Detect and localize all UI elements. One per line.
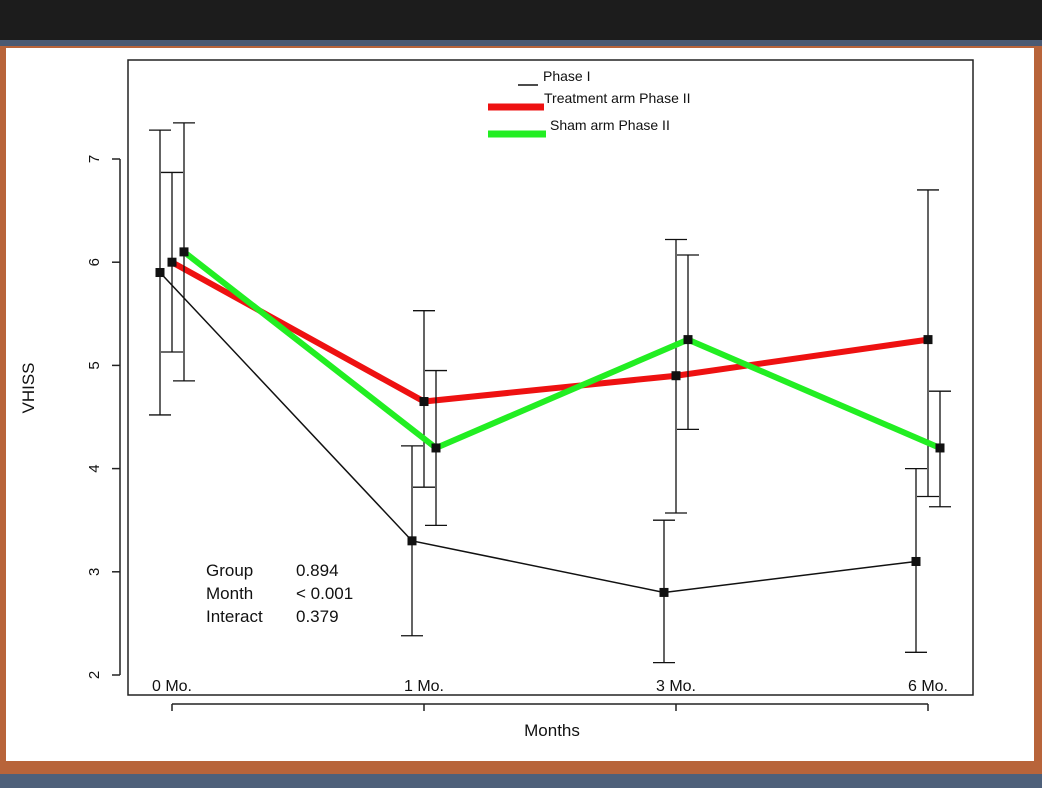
stats-annotation: Group 0.894 Month < 0.001 Interact 0.379: [206, 561, 353, 626]
x-axis-label: Months: [524, 721, 580, 740]
data-point: [419, 397, 429, 407]
data-point: [155, 268, 165, 278]
series-1: [149, 129, 927, 664]
series-line: [159, 272, 917, 594]
series-3: [173, 122, 951, 527]
data-point: [911, 556, 921, 566]
stat-value: 0.894: [296, 561, 339, 580]
y-tick-label: 7: [86, 155, 103, 163]
plot-frame: [127, 59, 974, 696]
data-point: [683, 335, 693, 345]
series-layer: [149, 122, 951, 664]
stat-label: Interact: [206, 607, 263, 626]
vhiss-line-chart: 2 3 4 5 6 7 0 Mo. 1 Mo. 3 Mo. 6 Mo. VHISS Months…: [19, 59, 974, 740]
y-axis: 2 3 4 5 6 7: [86, 155, 121, 679]
x-tick-label: 3 Mo.: [656, 678, 696, 695]
data-point: [923, 335, 933, 345]
x-tick-label: 0 Mo.: [152, 678, 192, 695]
top-bar: [0, 0, 1042, 40]
y-tick-label: 6: [86, 258, 103, 266]
y-tick-label: 5: [86, 361, 103, 369]
stat-value: 0.379: [296, 607, 339, 626]
x-tick-label: 6 Mo.: [908, 678, 948, 695]
y-tick-label: 4: [86, 464, 103, 472]
legend-label-3: Sham arm Phase II: [550, 117, 670, 133]
x-tick-label: 1 Mo.: [404, 678, 444, 695]
stat-label: Group: [206, 561, 253, 580]
legend: Phase I Treatment arm Phase II Sham arm Ph…: [488, 68, 691, 138]
y-tick-label: 3: [86, 568, 103, 576]
series-2: [161, 171, 939, 514]
data-point: [659, 587, 669, 597]
legend-label-1: Phase I: [543, 68, 590, 84]
data-point: [407, 536, 417, 546]
series-line: [182, 249, 942, 452]
data-point: [179, 247, 189, 257]
data-point: [671, 371, 681, 381]
data-point: [935, 443, 945, 453]
legend-label-2: Treatment arm Phase II: [544, 90, 691, 106]
top-stripe: [0, 40, 1042, 46]
y-axis-label: VHISS: [19, 362, 38, 413]
slide: 2 3 4 5 6 7 0 Mo. 1 Mo. 3 Mo. 6 Mo. VHISS Months…: [6, 48, 1034, 761]
x-axis: 0 Mo. 1 Mo. 3 Mo. 6 Mo.: [152, 678, 948, 711]
stat-value: < 0.001: [296, 584, 353, 603]
series-line: [170, 259, 929, 405]
stat-label: Month: [206, 584, 253, 603]
y-tick-label: 2: [86, 671, 103, 679]
data-point: [167, 257, 177, 267]
data-point: [431, 443, 441, 453]
bottom-bar: [0, 774, 1042, 788]
